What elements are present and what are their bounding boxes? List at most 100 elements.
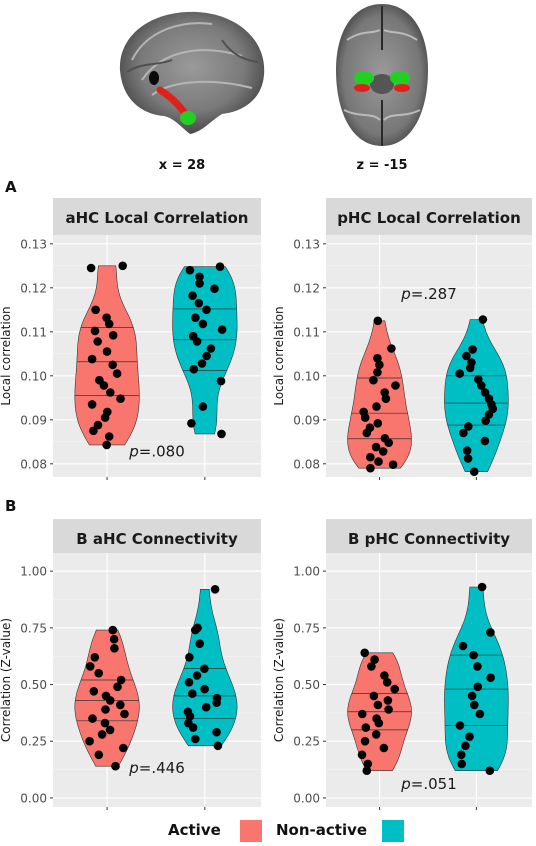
data-point bbox=[119, 743, 128, 753]
y-tick-label: 0.08 bbox=[20, 457, 47, 471]
data-point bbox=[458, 641, 468, 651]
y-tick-label: 0.25 bbox=[20, 735, 47, 749]
y-tick-label: 0.08 bbox=[293, 457, 320, 471]
data-point bbox=[87, 354, 97, 364]
data-point bbox=[380, 671, 389, 680]
violin-nonactive bbox=[172, 266, 238, 435]
data-point bbox=[384, 705, 393, 714]
data-point bbox=[373, 353, 382, 363]
data-point bbox=[390, 684, 400, 694]
data-point bbox=[100, 718, 110, 728]
data-point bbox=[373, 368, 382, 377]
legend-key-active bbox=[240, 820, 262, 842]
data-point bbox=[102, 347, 112, 356]
y-tick-label: 1.00 bbox=[293, 565, 320, 579]
y-tick-label: 0.09 bbox=[20, 413, 47, 427]
data-point bbox=[379, 743, 389, 753]
data-point bbox=[468, 345, 477, 354]
data-point bbox=[120, 709, 129, 719]
data-point bbox=[101, 691, 111, 701]
data-point bbox=[89, 687, 99, 696]
data-point bbox=[455, 369, 465, 378]
data-point bbox=[116, 675, 126, 685]
data-point bbox=[217, 429, 226, 439]
data-point bbox=[373, 419, 383, 428]
data-point bbox=[370, 655, 379, 664]
data-point bbox=[474, 375, 483, 384]
data-point bbox=[363, 759, 373, 769]
section-label-b: B bbox=[5, 497, 17, 515]
data-point bbox=[461, 741, 470, 751]
data-point bbox=[86, 263, 96, 273]
data-point bbox=[478, 315, 488, 324]
data-point bbox=[462, 446, 472, 455]
data-point bbox=[103, 407, 112, 417]
data-point bbox=[212, 727, 221, 737]
data-point bbox=[102, 440, 111, 450]
y-tick-label: 0.00 bbox=[293, 791, 320, 805]
data-point bbox=[184, 718, 193, 728]
y-axis-title: Correlation (Z-value) bbox=[272, 618, 286, 742]
data-point bbox=[195, 272, 204, 282]
p-value-annotation: p=.287 bbox=[400, 285, 457, 303]
y-tick-label: 0.12 bbox=[293, 281, 320, 295]
data-point bbox=[212, 693, 222, 703]
legend-label-nonactive: Non-active bbox=[276, 821, 368, 839]
data-point bbox=[359, 407, 369, 417]
data-point bbox=[184, 678, 194, 687]
data-point bbox=[362, 766, 372, 775]
data-point bbox=[360, 736, 370, 746]
data-point bbox=[382, 678, 392, 687]
data-point bbox=[91, 305, 100, 315]
data-point bbox=[108, 331, 118, 340]
data-point bbox=[459, 428, 468, 438]
data-point bbox=[383, 696, 393, 705]
data-point bbox=[469, 467, 479, 477]
data-point bbox=[101, 705, 110, 714]
data-point bbox=[105, 725, 115, 735]
data-point bbox=[90, 653, 100, 662]
chart-title-strip bbox=[326, 519, 532, 556]
chart-title-strip bbox=[326, 198, 532, 235]
data-point bbox=[198, 402, 208, 411]
data-point bbox=[97, 730, 107, 739]
data-point bbox=[467, 691, 477, 701]
data-point bbox=[477, 582, 487, 592]
data-point bbox=[116, 700, 125, 710]
y-tick-label: 0.13 bbox=[293, 237, 320, 251]
data-point bbox=[375, 360, 384, 370]
data-point bbox=[465, 732, 474, 741]
data-point bbox=[366, 452, 375, 462]
legend: Active Non-active bbox=[0, 818, 536, 844]
data-point bbox=[195, 279, 204, 288]
data-point bbox=[367, 662, 376, 671]
data-point bbox=[215, 262, 225, 272]
data-point bbox=[200, 664, 209, 673]
data-point bbox=[189, 364, 199, 374]
brain-axial-image bbox=[332, 0, 432, 150]
data-point bbox=[380, 388, 390, 397]
data-point bbox=[192, 671, 202, 680]
data-point bbox=[480, 436, 490, 446]
data-point bbox=[185, 653, 194, 662]
y-axis-title: Local correlation bbox=[272, 306, 286, 405]
data-point bbox=[85, 736, 94, 746]
chart-title-strip bbox=[53, 198, 261, 235]
data-point bbox=[485, 766, 495, 775]
data-point bbox=[85, 662, 95, 671]
data-point bbox=[480, 388, 490, 397]
violin-charts: aHC Local Correlation 0.08 0.09 0.10 0.11 0.1… bbox=[0, 198, 532, 810]
y-axis-title: Correlation (Z-value) bbox=[0, 618, 13, 742]
chart-panel-3: B aHC Connectivity 0.00 0.25 0.50 0.75 1.00 Co… bbox=[0, 519, 261, 810]
data-point bbox=[387, 344, 396, 353]
data-point bbox=[197, 359, 207, 368]
data-point bbox=[185, 265, 195, 275]
y-tick-label: 0.00 bbox=[20, 791, 47, 805]
data-point bbox=[365, 423, 375, 433]
legend-label-active: Active bbox=[168, 821, 221, 839]
y-tick-label: 0.09 bbox=[293, 413, 320, 427]
data-point bbox=[473, 682, 483, 692]
data-point bbox=[455, 721, 465, 730]
data-point bbox=[200, 684, 209, 694]
data-point bbox=[108, 625, 118, 635]
